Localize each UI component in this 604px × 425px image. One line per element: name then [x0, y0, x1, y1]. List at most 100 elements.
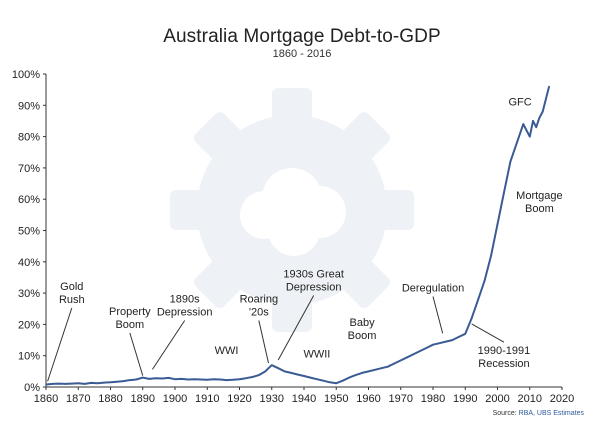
data-point — [509, 160, 512, 163]
data-point — [200, 378, 202, 381]
annotation-label: 1890s — [170, 293, 200, 305]
annotation-label: Rush — [59, 294, 85, 306]
data-point — [528, 135, 531, 138]
x-tick-label: 2020 — [550, 393, 574, 405]
data-point — [445, 340, 447, 343]
data-point — [258, 374, 260, 376]
data-point — [354, 374, 357, 376]
data-point — [541, 110, 544, 113]
annotation-label: WWI — [215, 345, 239, 357]
y-tick-label: 20% — [18, 319, 40, 331]
annotation: WWI — [215, 345, 239, 357]
gear-watermark-icon — [170, 88, 414, 332]
data-point — [367, 370, 370, 373]
chart-subtitle: 1860 - 2016 — [272, 48, 332, 60]
annotation: Roaring'20s — [240, 293, 278, 364]
data-point — [270, 364, 273, 366]
x-tick-label: 1930 — [260, 393, 284, 405]
x-tick-label: 1990 — [453, 393, 477, 405]
data-point — [225, 379, 228, 381]
data-point — [503, 192, 505, 194]
annotation-label: '20s — [249, 306, 269, 318]
data-point — [483, 279, 486, 282]
data-point — [174, 378, 176, 380]
data-point — [96, 382, 99, 385]
y-tick-label: 90% — [18, 100, 40, 112]
annotation-label: Mortgage — [516, 190, 562, 202]
source-prefix: Source: — [492, 410, 519, 417]
data-point — [451, 339, 454, 341]
x-tick-label: 2010 — [518, 393, 542, 405]
data-point — [477, 298, 479, 301]
data-point — [380, 367, 383, 370]
data-point — [538, 117, 541, 119]
data-point — [348, 376, 350, 379]
data-point — [51, 383, 54, 385]
data-point — [251, 376, 254, 378]
annotation-label: Deregulation — [402, 283, 464, 295]
annotation-pointer — [258, 320, 270, 364]
data-point — [232, 379, 234, 381]
y-tick-label: 0% — [24, 382, 40, 394]
x-tick-label: 1940 — [292, 393, 316, 405]
data-point — [393, 362, 396, 365]
x-tick-label: 1890 — [131, 393, 155, 405]
data-point — [193, 378, 196, 380]
data-point — [316, 378, 318, 380]
x-tick-label: 1860 — [34, 393, 58, 405]
y-tick-label: 50% — [18, 226, 40, 238]
data-point — [412, 353, 415, 355]
data-point — [406, 356, 409, 359]
data-point — [335, 382, 338, 385]
annotation-label: Gold — [60, 281, 83, 293]
data-point — [296, 373, 299, 376]
x-tick-label: 1980 — [421, 393, 445, 405]
annotation-pointer — [152, 320, 186, 370]
annotation-label: 1990-1991 — [478, 345, 531, 357]
annotation-label: Recession — [478, 358, 529, 370]
data-point — [116, 380, 118, 383]
annotation-pointer — [432, 296, 444, 334]
x-tick-label: 1910 — [195, 393, 219, 405]
data-point — [361, 372, 363, 374]
y-tick-label: 60% — [18, 194, 40, 206]
annotation-label: Depression — [157, 306, 213, 318]
source-highlight: RBA, UBS Estimates — [518, 410, 584, 417]
data-point — [496, 223, 499, 226]
data-point — [290, 372, 292, 374]
data-point — [522, 123, 525, 125]
annotation-label: 1930s Great — [283, 268, 344, 280]
annotation: WWII — [303, 348, 330, 360]
data-point — [264, 370, 267, 373]
data-point — [419, 350, 421, 352]
x-tick-label: 1880 — [98, 393, 122, 405]
x-tick-label: 1900 — [163, 393, 187, 405]
series-group — [45, 85, 551, 386]
data-point — [490, 254, 492, 257]
annotation-pointer — [47, 307, 73, 382]
data-point — [425, 347, 428, 349]
data-point — [516, 142, 518, 144]
annotations: GoldRushPropertyBoom1890sDepressionWWIRo… — [47, 96, 563, 382]
data-point — [283, 370, 286, 373]
data-point — [525, 129, 528, 132]
data-point — [399, 359, 402, 362]
data-point — [341, 379, 344, 382]
chart-title: Australia Mortgage Debt-to-GDP — [163, 26, 441, 47]
data-point — [161, 377, 163, 380]
data-point — [545, 98, 547, 100]
x-tick-label: 1960 — [356, 393, 380, 405]
data-point — [532, 120, 534, 122]
data-point — [470, 317, 473, 319]
data-point — [71, 382, 73, 385]
data-point — [329, 381, 331, 384]
y-tick-label: 40% — [18, 257, 40, 269]
data-point — [148, 378, 150, 380]
